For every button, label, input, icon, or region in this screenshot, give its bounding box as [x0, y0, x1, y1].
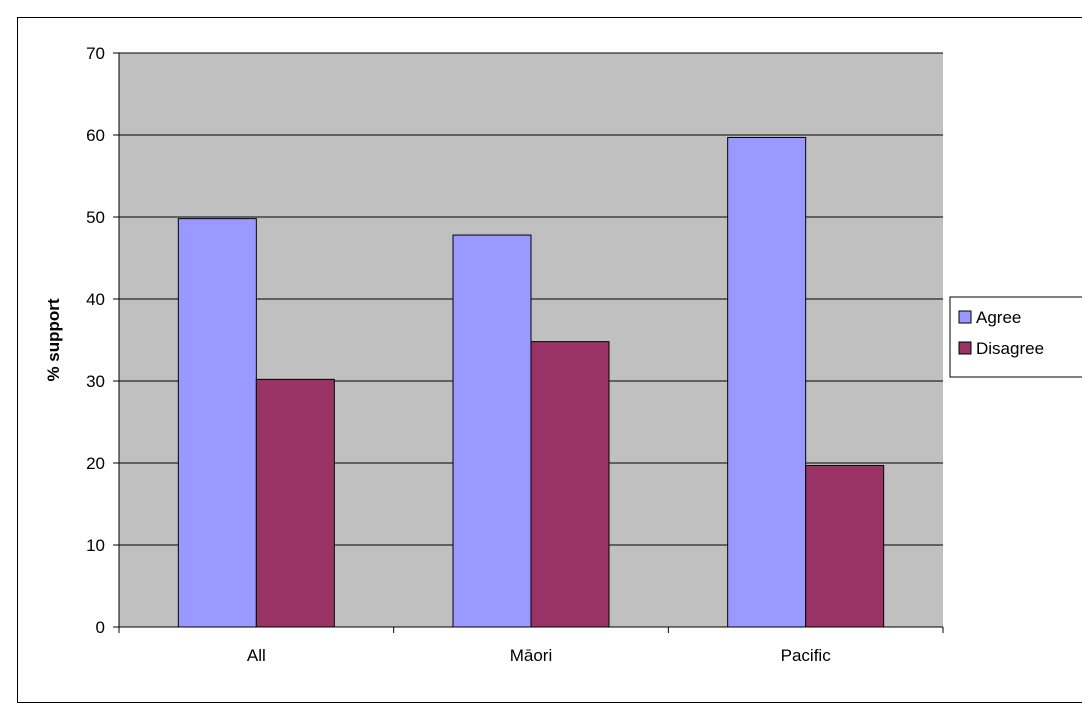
bars [177, 136, 885, 628]
legend-box [949, 296, 1082, 378]
y-tick-label: 50 [86, 208, 105, 227]
y-axis-ticks: 0 10 20 30 40 50 60 70 [86, 44, 119, 637]
x-category-label: Pacific [781, 646, 832, 665]
y-tick-label: 0 [96, 618, 105, 637]
y-tick-label: 60 [86, 126, 105, 145]
bar-agree-0 [177, 218, 257, 628]
y-tick-label: 70 [86, 44, 105, 63]
y-tick-label: 30 [86, 372, 105, 391]
bar-agree-2 [727, 136, 807, 628]
y-tick-label: 10 [86, 536, 105, 555]
legend-swatch-agree [958, 310, 972, 324]
bar-disagree-2 [805, 464, 885, 628]
y-tick-label: 20 [86, 454, 105, 473]
x-axis-ticks: All Māori Pacific [118, 627, 944, 665]
legend-label-disagree: Disagree [976, 339, 1044, 358]
bar-agree-1 [452, 234, 532, 628]
y-axis-title: % support [44, 298, 63, 381]
y-tick-label: 40 [86, 290, 105, 309]
bar-disagree-0 [255, 378, 335, 628]
axes [118, 53, 943, 628]
legend-swatch-disagree [958, 341, 972, 355]
x-category-label: All [247, 646, 266, 665]
bar-disagree-1 [530, 341, 610, 628]
legend: Agree Disagree [949, 296, 1082, 378]
x-category-label: Māori [510, 646, 553, 665]
legend-label-agree: Agree [976, 308, 1021, 327]
